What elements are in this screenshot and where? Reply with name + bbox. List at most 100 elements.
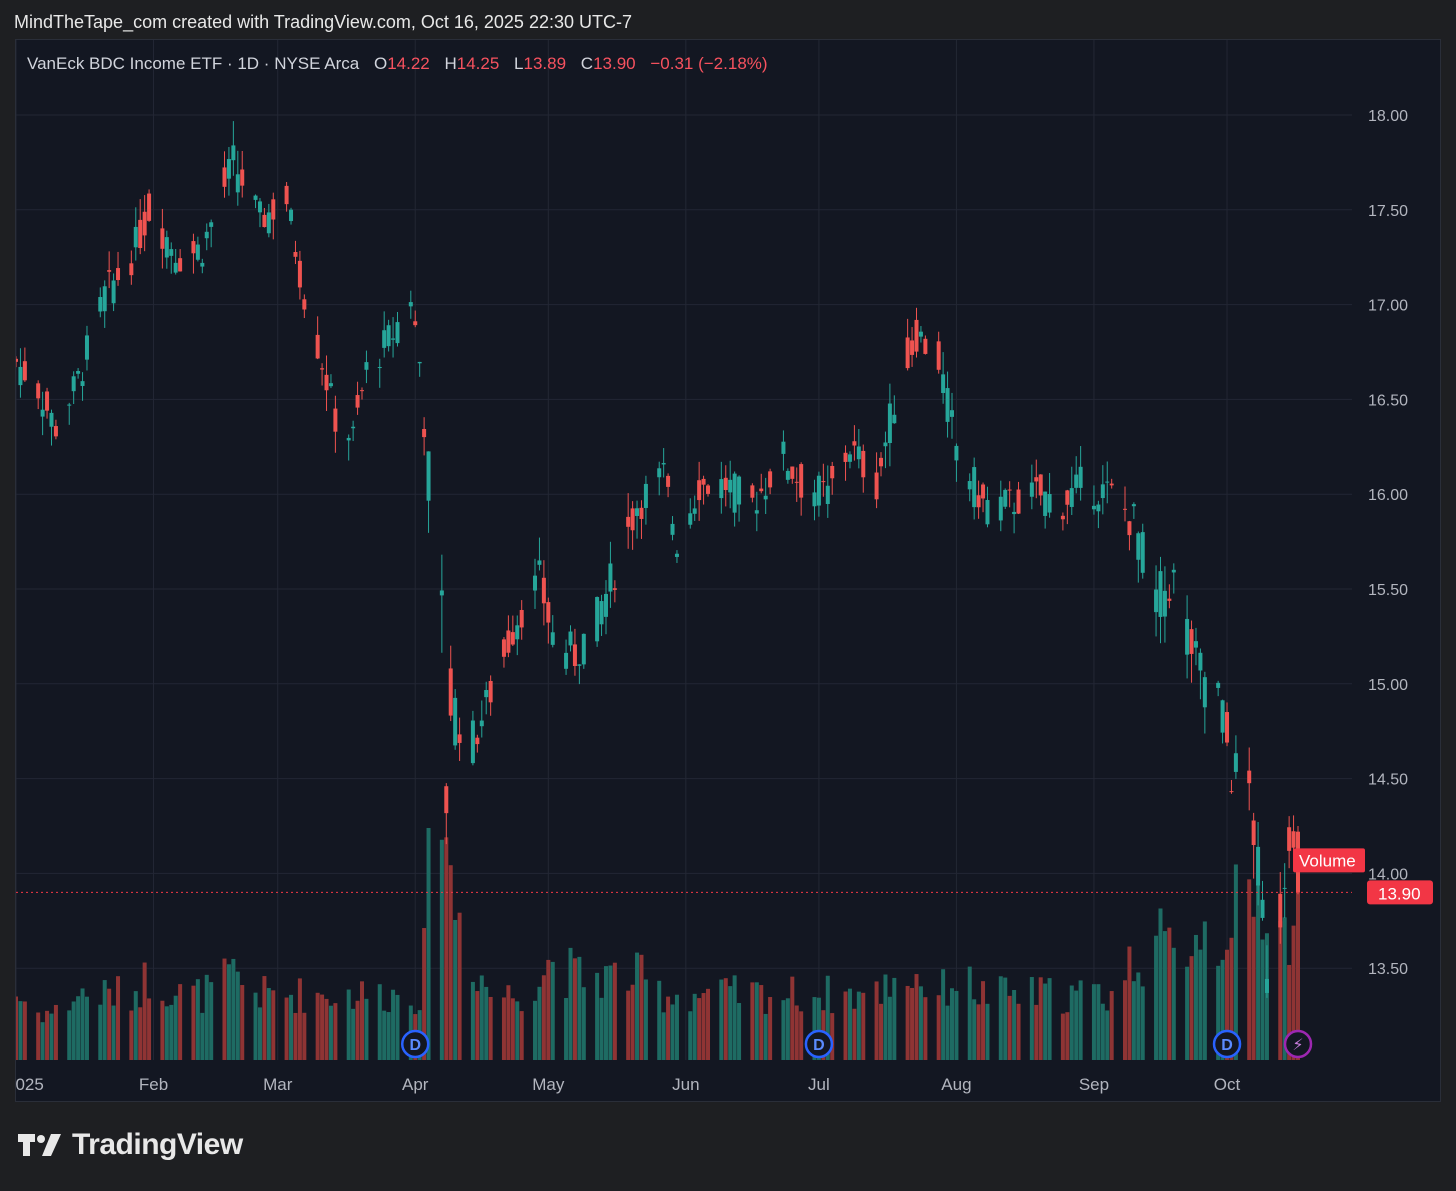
candle-body — [235, 174, 240, 193]
volume-bar — [635, 952, 640, 1060]
candle-body — [949, 410, 954, 417]
candle-body — [1171, 569, 1176, 573]
candle-body — [1162, 590, 1167, 617]
candle-body — [355, 395, 360, 408]
candle-body — [856, 446, 861, 460]
grid — [16, 40, 1352, 1060]
candle-body — [133, 226, 138, 248]
volume-bar — [670, 1004, 675, 1060]
volume-bar — [169, 1004, 174, 1060]
candle-body — [328, 383, 333, 387]
candle-body — [71, 376, 76, 392]
candle-body — [1225, 712, 1230, 743]
volume-bar — [972, 999, 977, 1060]
volume-bar — [426, 828, 431, 1060]
volume-bar — [266, 988, 271, 1060]
candle-body — [173, 262, 178, 273]
volume-bar — [1074, 990, 1079, 1060]
volume-bar — [1034, 1004, 1039, 1060]
x-tick-label: Feb — [139, 1075, 168, 1094]
candle-body — [1047, 494, 1052, 513]
volume-bar — [1109, 991, 1114, 1060]
candle-body — [360, 390, 365, 392]
volume-bar — [1251, 916, 1256, 1060]
axes: 18.00 17.50 17.00 16.50 16.00 15.50 15.00 14.50… — [16, 108, 1408, 1094]
volume-bar — [164, 1006, 169, 1060]
candle-body — [794, 481, 799, 483]
candle-body — [293, 251, 298, 257]
candle-body — [266, 212, 271, 234]
candle-body — [785, 470, 790, 480]
volume-bar — [1167, 927, 1172, 1060]
candle-body — [1256, 846, 1261, 886]
volume-bar — [1069, 985, 1074, 1060]
dividend-marker-label: D — [813, 1037, 825, 1054]
volume-bar — [1136, 972, 1141, 1060]
candle-body — [1065, 490, 1070, 505]
volume-bar — [1229, 937, 1234, 1060]
tradingview-brand: TradingView — [18, 1128, 243, 1162]
volume-bar — [226, 964, 231, 1060]
volume-bar — [200, 1012, 205, 1060]
candle-body — [914, 319, 919, 352]
volume-bar — [967, 966, 972, 1060]
candle-body — [1131, 504, 1136, 507]
candle-body — [160, 228, 165, 249]
volume-bar — [945, 1005, 950, 1060]
volume-bar — [923, 997, 928, 1060]
volume-bar — [763, 1013, 768, 1060]
candles — [16, 121, 1300, 998]
x-tick-label: Jun — [672, 1075, 699, 1094]
volume-bar — [1096, 984, 1101, 1060]
chart-pane[interactable]: 18.00 17.50 17.00 16.50 16.00 15.50 15.00 14.50… — [15, 39, 1441, 1102]
candle-body — [1260, 899, 1265, 918]
y-tick-label: 16.50 — [1368, 392, 1408, 409]
volume-bar — [905, 985, 910, 1060]
volume-bar — [351, 1008, 356, 1060]
volume-bar — [284, 997, 289, 1060]
candle-body — [204, 231, 209, 239]
candle-body — [475, 737, 480, 745]
candle-body — [674, 553, 679, 557]
candlestick-chart[interactable]: 18.00 17.50 17.00 16.50 16.00 15.50 15.00 14.50… — [16, 40, 1440, 1101]
volume-bar — [289, 994, 294, 1060]
candle-body — [1167, 598, 1172, 601]
volume-bar — [1091, 984, 1096, 1060]
volume-bar — [178, 984, 183, 1060]
candle-body — [1287, 827, 1292, 851]
candle-body — [998, 496, 1003, 521]
volume-bar — [457, 912, 462, 1060]
candle-body — [1229, 791, 1234, 793]
candle-body — [728, 479, 733, 493]
price-tags: 13.90 Volume — [1293, 848, 1433, 905]
candle-body — [80, 381, 85, 386]
volume-bar — [98, 1004, 103, 1060]
volume-bar — [914, 974, 919, 1060]
volume-bar — [1047, 978, 1052, 1060]
volume-bar — [102, 980, 107, 1060]
candle-body — [40, 409, 45, 417]
candle-body — [209, 222, 214, 227]
candle-body — [626, 516, 631, 527]
candle-body — [302, 299, 307, 310]
dividend-marker — [1212, 1029, 1242, 1059]
volume-bar — [874, 981, 879, 1060]
volume-bar — [49, 1013, 54, 1060]
volume-bar — [391, 989, 396, 1060]
volume-bar — [45, 1010, 50, 1060]
candle-body — [1233, 753, 1238, 772]
candle-body — [564, 652, 569, 669]
volume-bar — [1043, 983, 1048, 1060]
events: D D D ⚡ — [400, 1029, 1313, 1059]
candle-body — [76, 371, 81, 374]
volume-bar — [253, 992, 258, 1060]
candle-body — [253, 195, 258, 200]
candle-body — [1264, 978, 1269, 993]
volume-bar — [719, 979, 724, 1060]
candle-body — [546, 602, 551, 623]
volume-bar — [1100, 1003, 1105, 1060]
volume-bar — [1220, 959, 1225, 1060]
candle-body — [1158, 571, 1163, 617]
x-tick-label: Oct — [1214, 1075, 1241, 1094]
candle-body — [861, 450, 866, 478]
